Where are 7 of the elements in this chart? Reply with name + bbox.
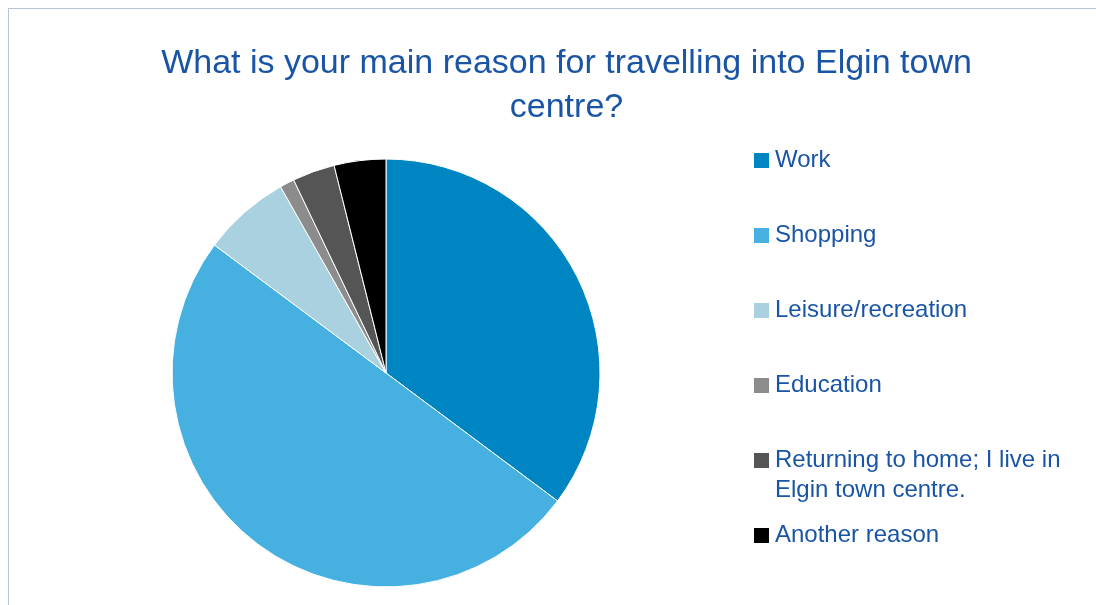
legend-label: Education: [775, 369, 882, 399]
chart-title: What is your main reason for travelling into Elgin town centre?: [160, 41, 973, 126]
legend-label: Work: [775, 144, 831, 174]
legend-label: Returning to home; I live in Elgin town centre.: [775, 444, 1062, 504]
legend-label: Shopping: [775, 219, 877, 249]
legend-label: Another reason: [775, 519, 940, 549]
legend-label: Leisure/recreation: [775, 294, 968, 324]
